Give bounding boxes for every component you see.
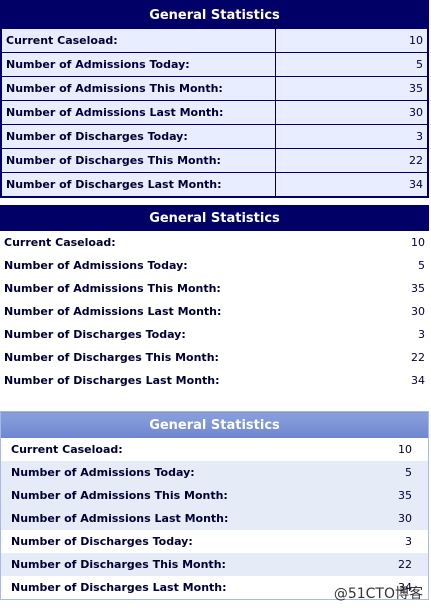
- stat-value: 35: [275, 76, 429, 101]
- stat-row: Number of Admissions This Month: 35: [0, 76, 429, 101]
- stat-row: Number of Admissions Last Month: 30: [0, 507, 429, 530]
- stat-value: 10: [275, 28, 429, 53]
- stat-value: 34: [275, 172, 429, 198]
- stat-row: Number of Discharges Today: 3: [1, 530, 429, 553]
- stat-label: Current Caseload:: [4, 236, 116, 249]
- stat-row: Number of Discharges Today: 3: [0, 124, 429, 149]
- stat-row: Number of Admissions Today: 5: [0, 461, 429, 484]
- stat-label: Number of Discharges Today:: [11, 535, 193, 548]
- stat-value: 5: [418, 259, 425, 272]
- stat-row: Number of Discharges Last Month: 34: [0, 369, 429, 392]
- stat-value: 30: [373, 507, 429, 530]
- stat-row: Current Caseload: 10: [0, 231, 429, 254]
- stats-table: General Statistics Current Caseload: 10 Num…: [0, 0, 429, 198]
- watermark: @51CTO博客: [333, 586, 423, 602]
- stat-label: Number of Discharges Last Month:: [0, 172, 276, 198]
- stat-label: Current Caseload:: [0, 28, 276, 53]
- stat-row: Current Caseload: 10: [1, 438, 429, 461]
- stat-value: 10: [398, 443, 412, 456]
- stat-label: Number of Discharges Last Month:: [11, 581, 227, 594]
- table-title: General Statistics: [0, 205, 429, 231]
- stat-value: 35: [411, 282, 425, 295]
- stat-value: 30: [275, 100, 429, 125]
- stat-row: Number of Discharges This Month: 22: [0, 346, 429, 369]
- stat-label: Number of Admissions Last Month:: [4, 305, 222, 318]
- header-row: General Statistics: [0, 0, 429, 29]
- stat-label: Number of Admissions Today:: [4, 259, 188, 272]
- stat-value: 3: [405, 535, 412, 548]
- stat-label: Number of Admissions Today:: [0, 52, 276, 77]
- stat-row: Number of Discharges Today: 3: [0, 323, 429, 346]
- stat-value: 30: [411, 305, 425, 318]
- stat-label: Number of Admissions This Month:: [0, 484, 374, 507]
- stat-label: Number of Discharges Today:: [4, 328, 186, 341]
- stat-label: Number of Discharges Today:: [0, 124, 276, 149]
- stat-label: Number of Discharges This Month:: [4, 351, 219, 364]
- stat-label: Number of Admissions This Month:: [4, 282, 221, 295]
- stat-row: Number of Admissions This Month: 35: [0, 277, 429, 300]
- stat-label: Number of Discharges Last Month:: [4, 374, 220, 387]
- stat-row: Number of Discharges This Month: 22: [0, 553, 429, 576]
- stat-value: 34: [398, 581, 412, 594]
- stat-value: 35: [373, 484, 429, 507]
- table-title: General Statistics: [0, 411, 429, 438]
- stat-label: Number of Admissions Last Month:: [0, 507, 374, 530]
- stat-row: Number of Admissions Last Month: 30: [0, 100, 429, 125]
- header-row: General Statistics: [0, 205, 429, 231]
- stat-value: 3: [275, 124, 429, 149]
- stat-row: Number of Discharges This Month: 22: [0, 148, 429, 173]
- stat-label: Number of Admissions Last Month:: [0, 100, 276, 125]
- header-row: General Statistics: [0, 411, 429, 438]
- stat-value: 10: [411, 236, 425, 249]
- stat-row: Number of Admissions Today: 5: [0, 52, 429, 77]
- stat-row: Number of Discharges Last Month: 34: [0, 172, 429, 198]
- stat-row: Current Caseload: 10: [0, 28, 429, 53]
- stat-row: Number of Admissions Today: 5: [0, 254, 429, 277]
- stat-row: Number of Discharges Last Month: 34: [1, 576, 429, 600]
- stat-label: Number of Discharges This Month:: [0, 553, 374, 576]
- stat-label: Current Caseload:: [11, 443, 123, 456]
- table-title: General Statistics: [0, 0, 429, 29]
- stat-value: 5: [373, 461, 429, 484]
- stat-value: 5: [275, 52, 429, 77]
- stat-value: 22: [411, 351, 425, 364]
- stats-table: General Statistics Current Caseload: 10 Num…: [0, 411, 429, 600]
- stat-row: Number of Admissions This Month: 35: [0, 484, 429, 507]
- stat-label: Number of Discharges This Month:: [0, 148, 276, 173]
- stat-value: 34: [411, 374, 425, 387]
- stats-table: General Statistics Current Caseload: 10 Num…: [0, 205, 429, 392]
- stat-value: 22: [373, 553, 429, 576]
- stat-row: Number of Admissions Last Month: 30: [0, 300, 429, 323]
- stat-value: 3: [418, 328, 425, 341]
- stat-label: Number of Admissions Today:: [0, 461, 374, 484]
- stat-value: 22: [275, 148, 429, 173]
- stat-label: Number of Admissions This Month:: [0, 76, 276, 101]
